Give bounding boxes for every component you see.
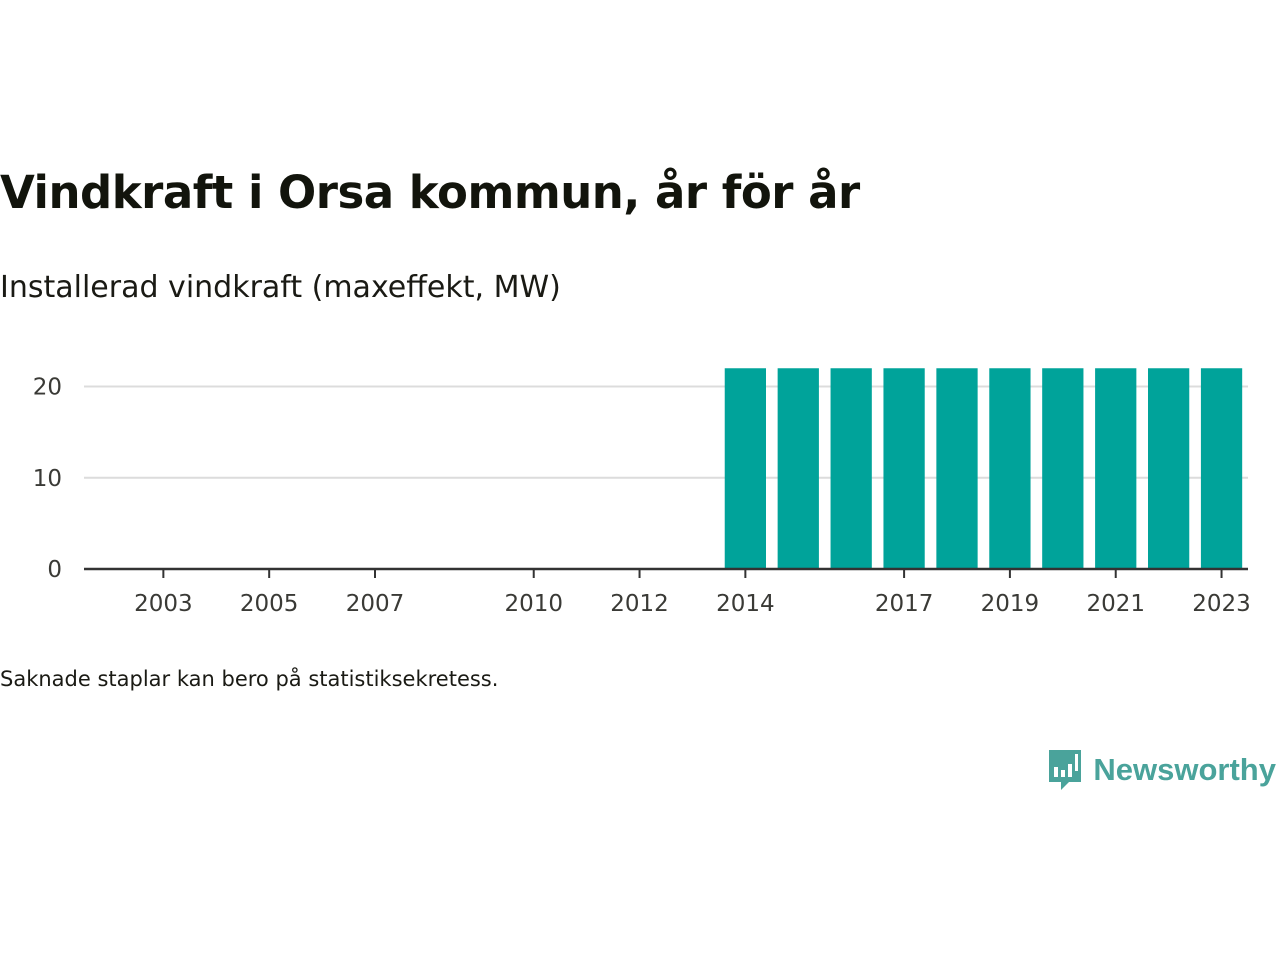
x-tick-label: 2014 — [716, 591, 775, 617]
x-axis-ticks: 2003 2005 2007 2010 2012 2014 2017 2019 2021 2023 — [134, 569, 1251, 617]
x-tick-label: 2023 — [1192, 591, 1251, 617]
x-tick-label: 2005 — [240, 591, 299, 617]
brand-name: Newsworthy — [1093, 752, 1276, 787]
footnote: Saknade staplar kan bero på statistiksek… — [0, 667, 499, 691]
bar-2022 — [1148, 368, 1190, 569]
x-tick-label: 2007 — [346, 591, 405, 617]
bar-2017 — [883, 368, 925, 569]
x-tick-label: 2017 — [875, 591, 934, 617]
chart-subtitle: Installerad vindkraft (maxeffekt, MW) — [0, 270, 561, 305]
bar-2016 — [830, 368, 872, 569]
bar-2019 — [989, 368, 1031, 569]
x-tick-label: 2019 — [981, 591, 1040, 617]
bars — [724, 368, 1243, 569]
x-tick-label: 2021 — [1086, 591, 1145, 617]
bar-2014 — [724, 368, 766, 569]
y-axis-ticks: 0 10 20 — [33, 375, 62, 584]
bar-2021 — [1095, 368, 1137, 569]
bar-2015 — [777, 368, 819, 569]
y-tick-label: 10 — [33, 466, 62, 492]
y-tick-label: 20 — [33, 375, 62, 401]
y-tick-label: 0 — [47, 557, 62, 583]
chart-title: Vindkraft i Orsa kommun, år för år — [0, 166, 860, 219]
bar-2018 — [936, 368, 978, 569]
newsworthy-chart-bubble-icon — [1049, 750, 1082, 790]
x-tick-label: 2012 — [610, 591, 669, 617]
x-tick-label: 2003 — [134, 591, 193, 617]
x-tick-label: 2010 — [504, 591, 563, 617]
newsworthy-logo[interactable]: Newsworthy — [1047, 748, 1276, 792]
bar-2020 — [1042, 368, 1084, 569]
bar-2023 — [1200, 368, 1243, 569]
